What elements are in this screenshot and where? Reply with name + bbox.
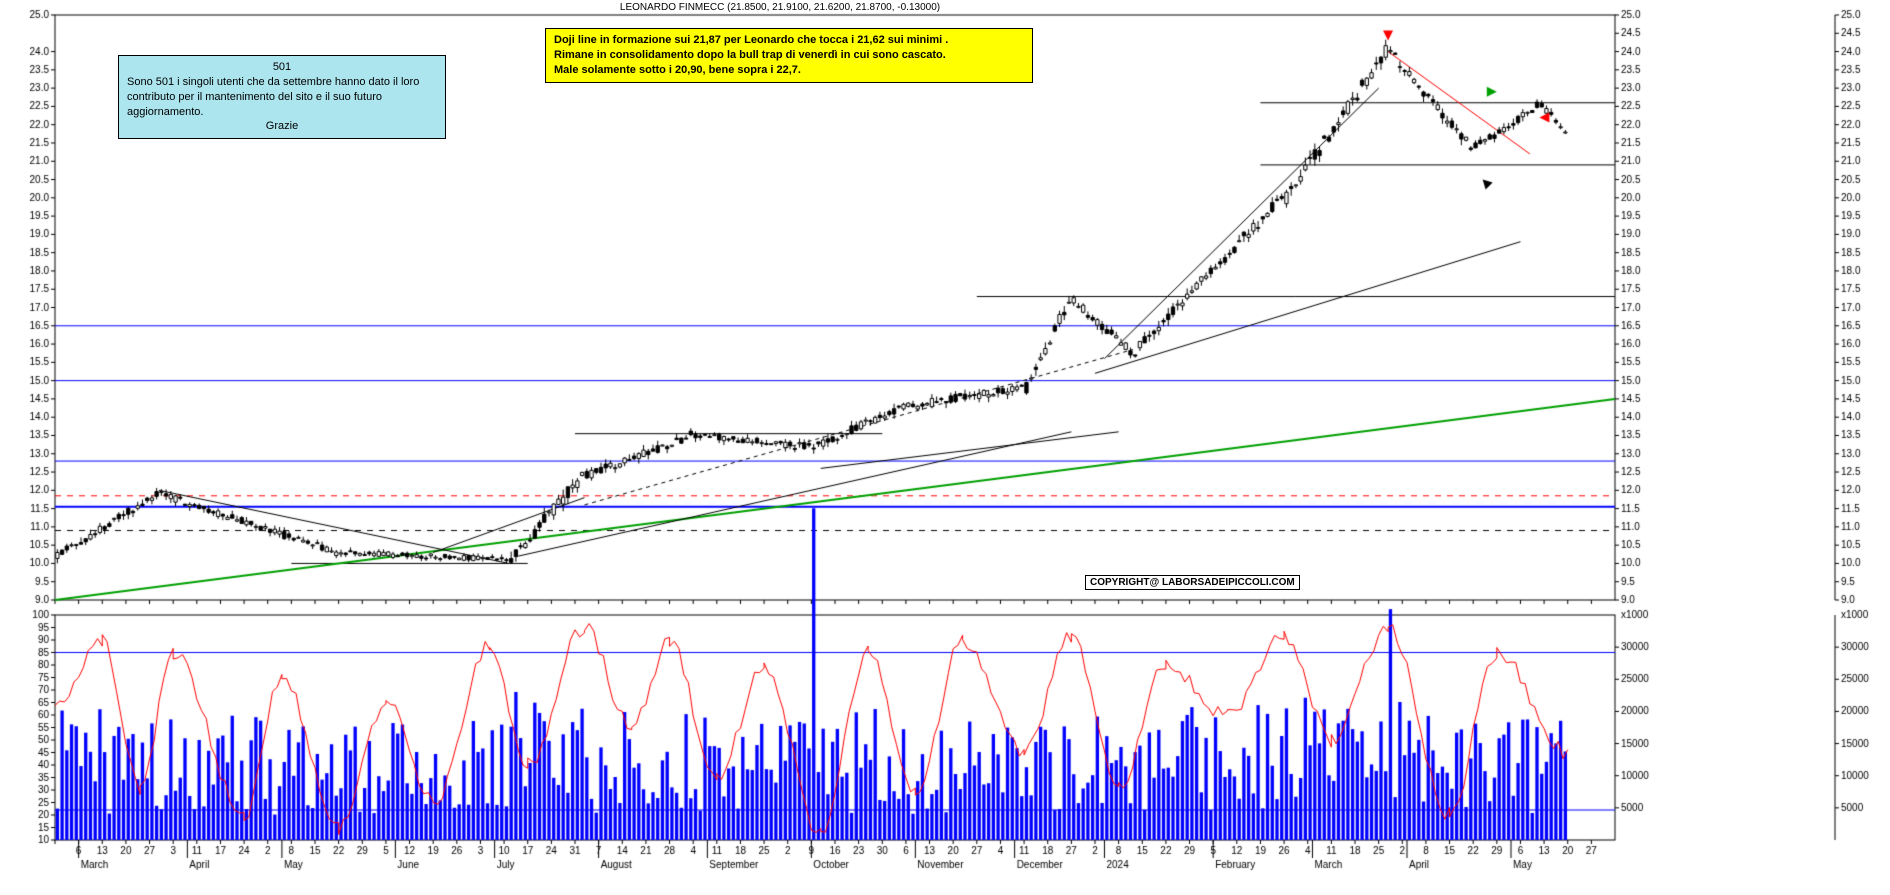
info-note-header: 501 bbox=[127, 60, 437, 75]
commentary-text: Doji line in formazione sui 21,87 per Le… bbox=[554, 34, 948, 76]
chart-title: LEONARDO FINMECC (21.8500, 21.9100, 21.6… bbox=[0, 2, 1560, 13]
commentary-note-yellow: Doji line in formazione sui 21,87 per Le… bbox=[545, 28, 1033, 83]
info-note-blue: 501 Sono 501 i singoli utenti che da set… bbox=[118, 55, 446, 139]
info-note-body: Sono 501 i singoli utenti che da settemb… bbox=[127, 75, 437, 120]
copyright-label: COPYRIGHT@ LABORSADEIPICCOLI.COM bbox=[1085, 575, 1300, 590]
info-note-footer: Grazie bbox=[127, 119, 437, 134]
